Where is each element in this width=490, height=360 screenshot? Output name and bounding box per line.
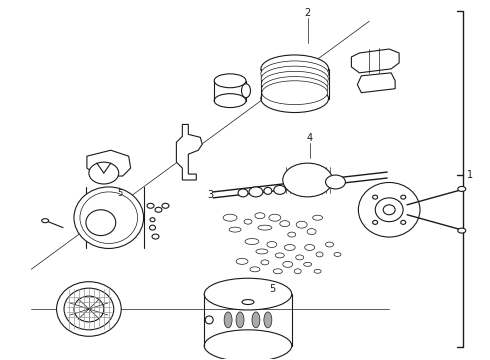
Ellipse shape [261, 66, 328, 91]
Ellipse shape [242, 300, 254, 305]
Ellipse shape [152, 234, 159, 239]
Ellipse shape [214, 94, 246, 108]
Ellipse shape [274, 185, 286, 194]
Ellipse shape [401, 220, 406, 224]
Ellipse shape [256, 249, 268, 254]
Ellipse shape [261, 71, 328, 96]
Ellipse shape [255, 213, 265, 219]
Ellipse shape [294, 269, 301, 274]
Ellipse shape [261, 55, 328, 83]
Ellipse shape [249, 187, 263, 197]
Ellipse shape [224, 312, 232, 328]
Ellipse shape [273, 269, 282, 274]
Ellipse shape [375, 198, 403, 222]
Ellipse shape [304, 262, 312, 266]
Ellipse shape [261, 85, 328, 113]
Ellipse shape [288, 232, 295, 237]
Ellipse shape [80, 192, 138, 243]
Ellipse shape [229, 227, 241, 232]
Ellipse shape [244, 219, 252, 224]
Ellipse shape [149, 225, 155, 230]
Ellipse shape [372, 220, 378, 224]
Ellipse shape [262, 81, 327, 105]
Ellipse shape [401, 195, 406, 199]
Ellipse shape [275, 253, 284, 258]
Ellipse shape [296, 221, 307, 228]
Ellipse shape [334, 252, 341, 256]
Text: 4: 4 [307, 133, 313, 143]
Polygon shape [351, 49, 399, 73]
Polygon shape [357, 73, 395, 93]
Ellipse shape [238, 189, 248, 197]
Ellipse shape [86, 210, 116, 235]
Ellipse shape [307, 229, 316, 235]
Ellipse shape [316, 252, 323, 257]
Text: 5: 5 [269, 284, 275, 294]
Ellipse shape [284, 244, 295, 251]
Ellipse shape [267, 242, 277, 247]
Ellipse shape [252, 312, 260, 328]
Ellipse shape [258, 225, 272, 230]
Ellipse shape [155, 207, 162, 212]
Ellipse shape [313, 215, 322, 220]
Ellipse shape [236, 312, 244, 328]
Text: 2: 2 [304, 8, 311, 18]
Ellipse shape [242, 84, 250, 98]
Ellipse shape [150, 218, 155, 222]
Ellipse shape [305, 244, 315, 251]
Polygon shape [87, 150, 131, 176]
Text: 3: 3 [207, 190, 213, 200]
Ellipse shape [372, 195, 378, 199]
Ellipse shape [56, 282, 121, 336]
Ellipse shape [383, 205, 395, 215]
Ellipse shape [283, 163, 333, 197]
Ellipse shape [245, 239, 259, 244]
Ellipse shape [280, 221, 290, 227]
Ellipse shape [261, 260, 269, 265]
Ellipse shape [262, 77, 328, 101]
Polygon shape [176, 125, 202, 180]
Ellipse shape [42, 219, 49, 223]
Text: 1: 1 [466, 170, 473, 180]
Ellipse shape [89, 162, 119, 184]
Ellipse shape [214, 74, 246, 88]
Ellipse shape [74, 296, 104, 322]
Ellipse shape [458, 228, 466, 233]
Ellipse shape [236, 258, 248, 264]
Ellipse shape [325, 242, 334, 247]
Ellipse shape [250, 267, 260, 272]
Ellipse shape [261, 61, 328, 87]
Ellipse shape [325, 175, 345, 189]
Ellipse shape [269, 214, 281, 221]
Ellipse shape [264, 312, 272, 328]
Ellipse shape [74, 187, 144, 248]
Ellipse shape [204, 278, 292, 310]
Ellipse shape [283, 261, 293, 267]
Ellipse shape [162, 203, 169, 208]
Ellipse shape [314, 269, 321, 273]
Ellipse shape [204, 330, 292, 360]
Ellipse shape [458, 186, 466, 192]
Ellipse shape [64, 288, 114, 330]
Ellipse shape [358, 183, 420, 237]
Text: 5: 5 [117, 189, 122, 198]
Ellipse shape [223, 214, 237, 221]
Ellipse shape [264, 188, 272, 194]
Ellipse shape [205, 316, 213, 324]
Ellipse shape [147, 203, 154, 208]
Ellipse shape [295, 255, 304, 260]
